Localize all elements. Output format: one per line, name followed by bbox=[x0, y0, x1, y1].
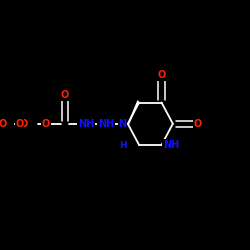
Text: NH: NH bbox=[78, 119, 94, 129]
Text: O: O bbox=[194, 119, 202, 129]
Text: NH: NH bbox=[163, 140, 179, 150]
Text: N: N bbox=[118, 119, 126, 129]
Text: H: H bbox=[119, 140, 126, 149]
Text: O: O bbox=[15, 119, 24, 129]
Text: O: O bbox=[158, 70, 166, 80]
Text: O: O bbox=[20, 119, 28, 129]
Text: O: O bbox=[42, 119, 50, 129]
Text: NH: NH bbox=[98, 119, 114, 129]
Text: O: O bbox=[61, 90, 69, 100]
Text: O: O bbox=[0, 119, 7, 129]
